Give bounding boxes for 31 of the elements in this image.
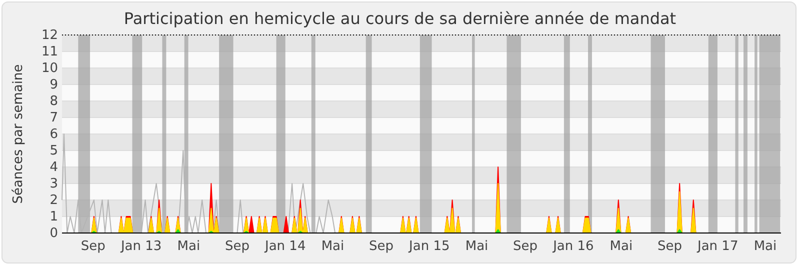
x-tick-label: Mai	[177, 239, 200, 254]
x-tick-label: Jan 13	[120, 239, 162, 254]
x-tick-label: Sep	[224, 239, 250, 254]
y-tick-label: 1	[50, 210, 58, 225]
y-axis-title: Séances par semaine	[11, 64, 26, 204]
x-tick-label: Sep	[513, 239, 538, 254]
x-tick-label: Mai	[321, 239, 344, 254]
line-series	[62, 134, 336, 234]
x-tick-label: Jan 17	[696, 239, 738, 254]
chart-title: Participation en hemicycle au cours de sa dernière année de mandat	[124, 9, 676, 28]
y-tick-label: 4	[50, 160, 58, 176]
y-tick-label: 12	[41, 28, 58, 44]
y-tick-label: 6	[50, 127, 58, 142]
y-tick-label: 8	[50, 94, 58, 110]
y-tick-label: 2	[50, 193, 58, 208]
y-tick-label: 10	[41, 61, 58, 76]
y-tick-label: 9	[50, 78, 58, 93]
x-tick-label: Jan 16	[552, 239, 594, 254]
y-tick-label: 0	[50, 226, 58, 242]
x-tick-label: Sep	[80, 239, 106, 254]
y-tick-label: 11	[41, 44, 58, 60]
x-tick-label: Mai	[610, 239, 633, 254]
x-tick-label: Mai	[465, 239, 488, 254]
y-tick-label: 7	[50, 110, 58, 126]
x-tick-label: Jan 15	[408, 239, 450, 254]
x-tick-label: Sep	[368, 239, 394, 254]
x-tick-label: Mai	[754, 239, 777, 254]
x-tick-label: Jan 14	[264, 239, 306, 254]
y-tick-label: 3	[50, 176, 58, 192]
x-tick-label: Sep	[657, 239, 682, 254]
y-tick-label: 5	[50, 144, 58, 159]
